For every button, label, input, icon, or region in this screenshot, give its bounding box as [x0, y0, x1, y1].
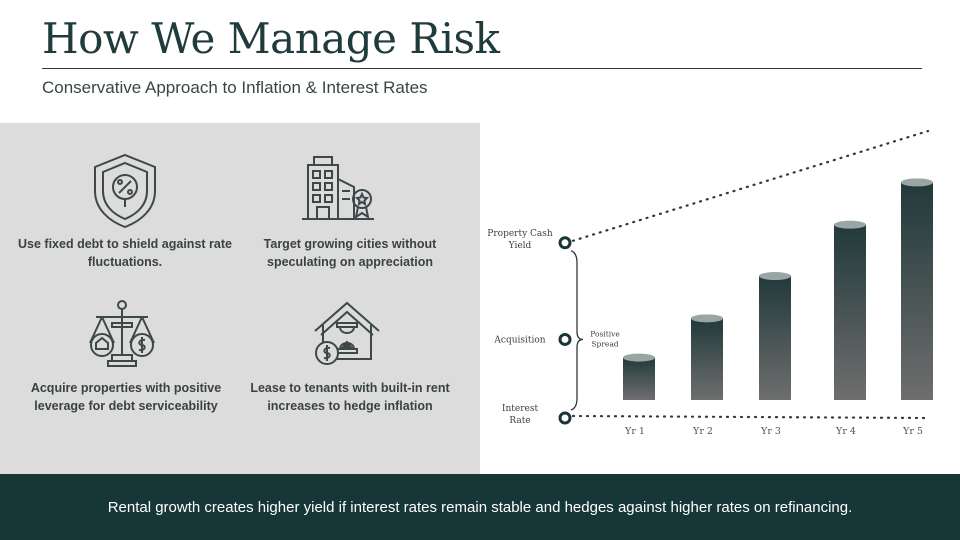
city-buildings-icon	[298, 151, 378, 231]
strategy-text-3: Acquire properties with positive leverag…	[30, 381, 222, 413]
marker-interest-rate	[558, 411, 572, 425]
percent-shield-icon	[85, 151, 165, 231]
y-marker-label: Property Cash	[487, 229, 553, 239]
strategy-text-4: Lease to tenants with built-in rent incr…	[250, 381, 450, 413]
y-marker-label: Rate	[509, 416, 530, 426]
marker-property-cash-yield	[558, 236, 572, 250]
yield-spread-chart: Yr 1 Yr 2 Yr 3 Yr 4 Yr 5 Positive Spread Proper…	[480, 110, 960, 474]
strategy-text-1: Use fixed debt to shield against rate fl…	[18, 237, 232, 269]
bar-cap-4	[834, 220, 866, 229]
title-divider	[42, 68, 922, 69]
strategy-text-2: Target growing cities without speculatin…	[263, 237, 437, 269]
footer-text: Rental growth creates higher yield if in…	[107, 498, 853, 516]
y-marker-label: Acquisition	[493, 335, 545, 345]
footer-banner: Rental growth creates higher yield if in…	[0, 474, 960, 540]
marker-acquisition	[558, 332, 572, 346]
bar-yr-3	[759, 276, 791, 400]
y-marker-label: Yield	[508, 241, 532, 251]
bracket-label: Positive	[590, 329, 620, 338]
house-hourglass-icon	[307, 295, 387, 375]
bar-yr-2	[691, 318, 723, 400]
x-tick-label: Yr 1	[624, 426, 645, 437]
trend-line-1	[571, 129, 930, 242]
bar-yr-5	[901, 182, 933, 400]
x-tick-label: Yr 2	[692, 426, 713, 437]
spread-bracket	[570, 250, 584, 411]
trend-line-2	[571, 414, 930, 420]
x-tick-label: Yr 3	[760, 426, 781, 437]
x-tick-label: Yr 5	[902, 426, 923, 437]
bar-yr-1	[623, 357, 655, 400]
bar-cap-1	[623, 353, 655, 362]
page-title: How We Manage Risk	[42, 14, 500, 63]
balance-scale-icon	[82, 295, 162, 375]
x-tick-label: Yr 4	[835, 426, 856, 437]
bar-cap-5	[901, 178, 933, 187]
y-marker-label: Interest	[502, 404, 539, 414]
bar-yr-4	[834, 224, 866, 400]
bracket-label: Spread	[591, 339, 618, 348]
strategies-panel: Use fixed debt to shield against rate fl…	[0, 123, 480, 474]
bar-cap-2	[691, 314, 723, 323]
page-subtitle: Conservative Approach to Inflation & Int…	[42, 78, 428, 97]
bar-cap-3	[759, 272, 791, 281]
